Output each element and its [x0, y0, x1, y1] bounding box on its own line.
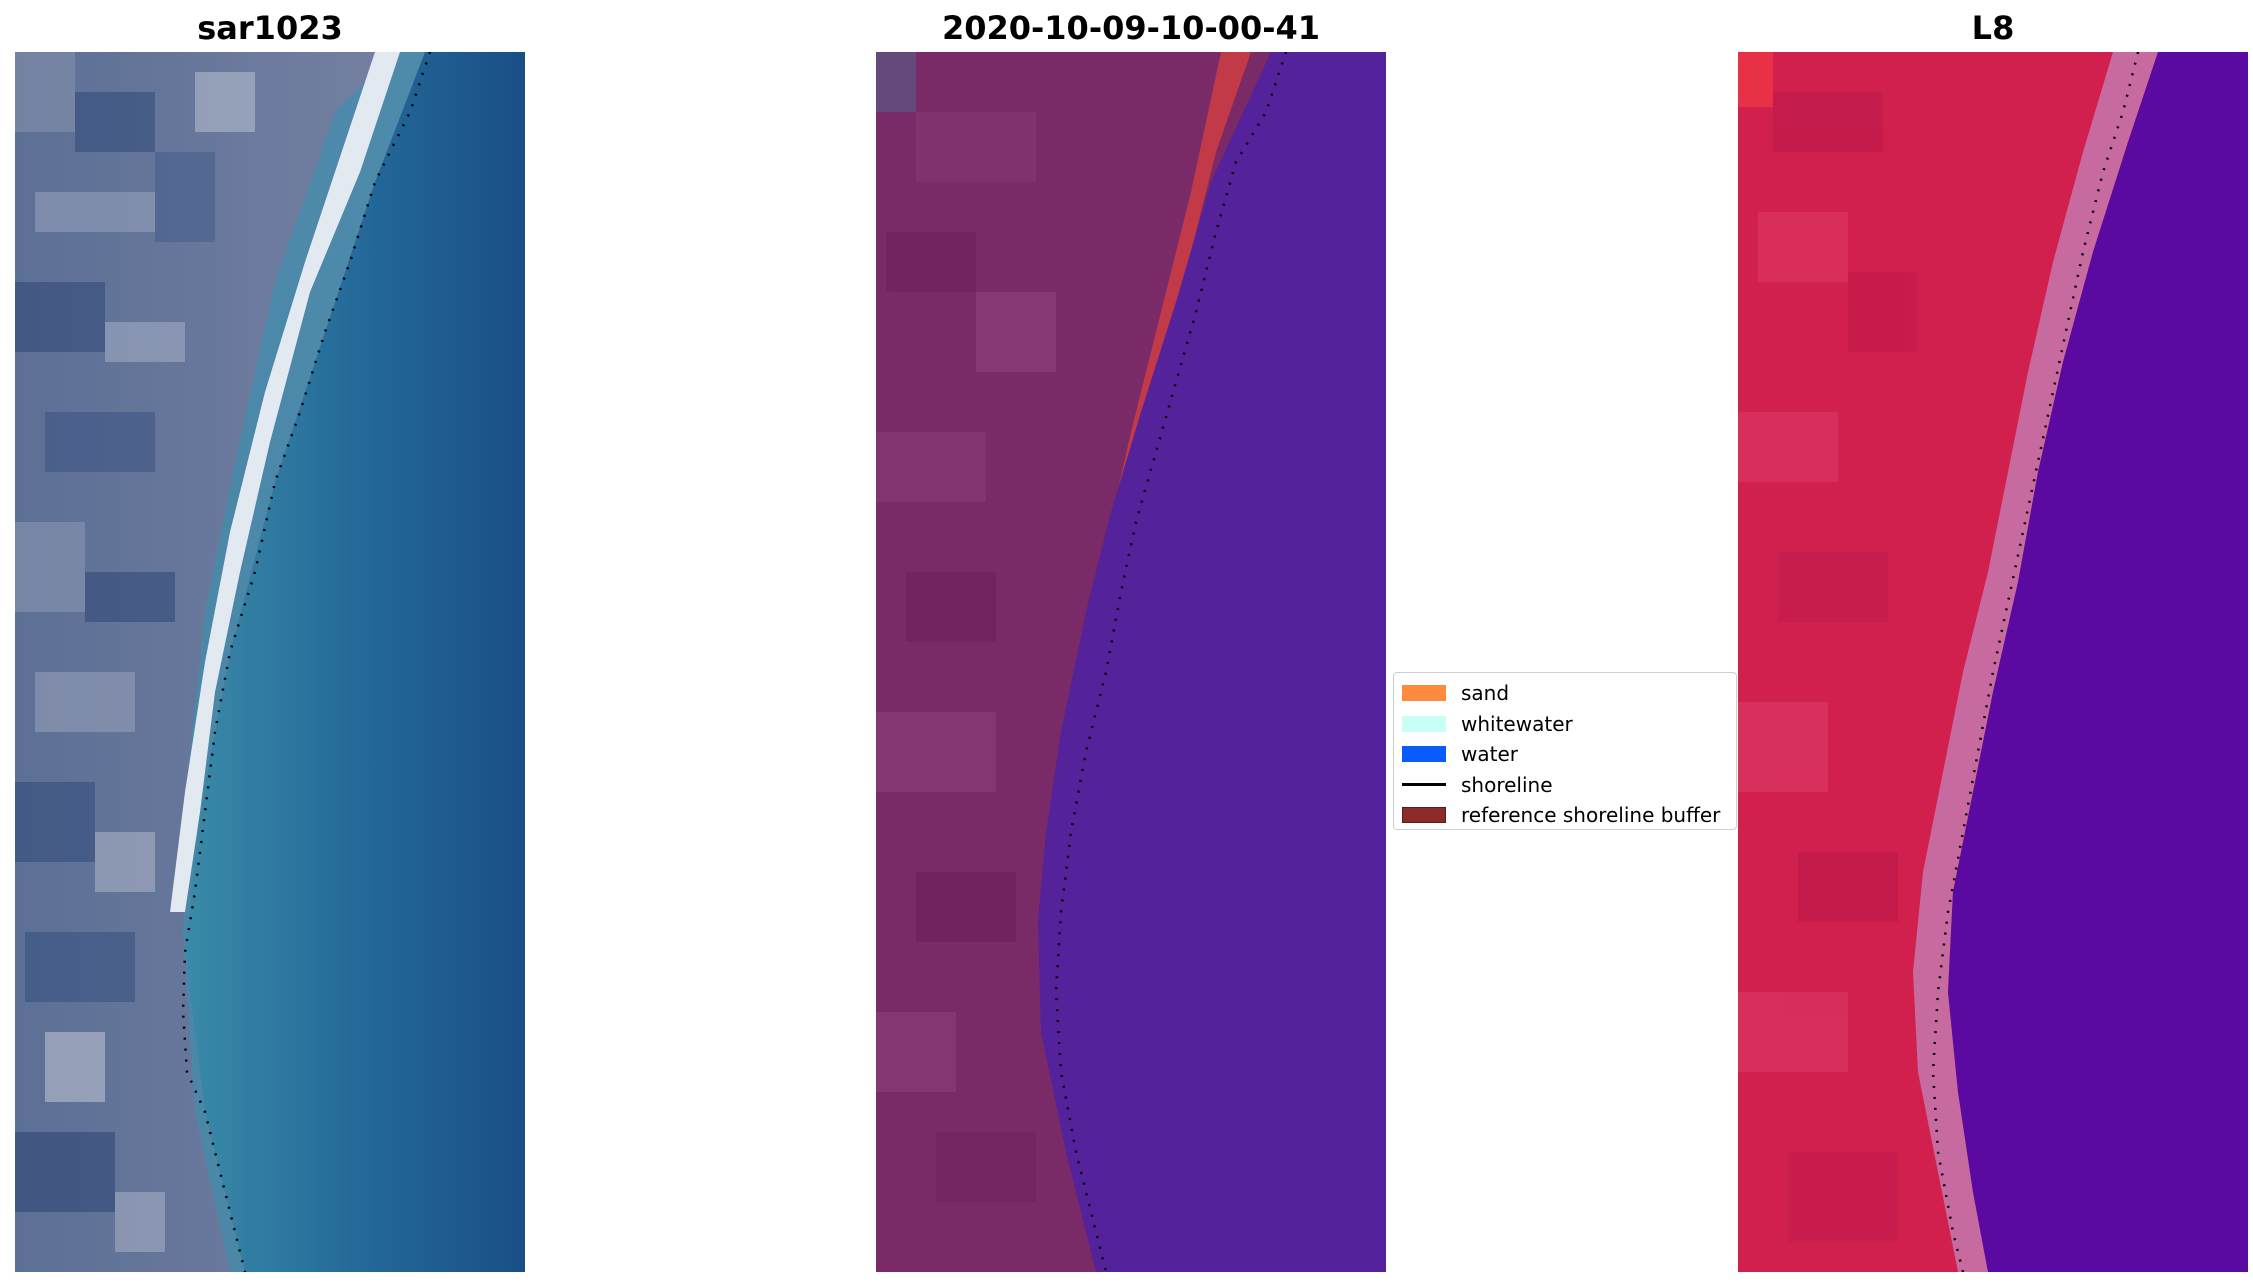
panel-title-false-color: L8	[1971, 9, 2015, 47]
legend-label: shoreline	[1461, 772, 1553, 797]
legend-item-water: water	[1402, 739, 1736, 770]
panel-title-rgb: sar1023	[197, 9, 343, 47]
water-area	[1948, 52, 2248, 1272]
false-color-image	[1738, 52, 2248, 1272]
buffer-swatch	[1402, 807, 1446, 824]
sand-swatch	[1402, 685, 1446, 702]
legend-label: water	[1461, 742, 1518, 767]
legend-label: sand	[1461, 681, 1510, 706]
classification-image	[876, 52, 1386, 1272]
land-texture	[1738, 52, 1918, 1242]
land-texture	[876, 52, 1056, 1202]
legend-item-whitewater: whitewater	[1402, 709, 1736, 740]
legend-label: reference shoreline buffer	[1461, 803, 1721, 828]
legend-label: whitewater	[1461, 711, 1573, 736]
false-color-image-panel	[1738, 52, 2248, 1272]
legend-item-shoreline: shoreline	[1402, 770, 1736, 801]
land-texture	[15, 52, 255, 1252]
panel-title-classification: 2020-10-09-10-00-41	[941, 9, 1321, 47]
shoreline-line-swatch	[1402, 783, 1446, 787]
legend-item-reference-buffer: reference shoreline buffer	[1402, 800, 1736, 831]
rgb-image-panel	[15, 52, 525, 1272]
rgb-image	[15, 52, 525, 1272]
water-area	[185, 52, 525, 1272]
water-area	[1038, 52, 1386, 1272]
legend-item-sand: sand	[1402, 678, 1736, 709]
legend: sand whitewater water shoreline referenc…	[1393, 672, 1737, 830]
beach-strip	[1913, 52, 2158, 1272]
classification-image-panel	[876, 52, 1386, 1272]
beach-strip	[170, 52, 400, 912]
whitewater-swatch	[1402, 715, 1446, 732]
water-swatch	[1402, 746, 1446, 763]
